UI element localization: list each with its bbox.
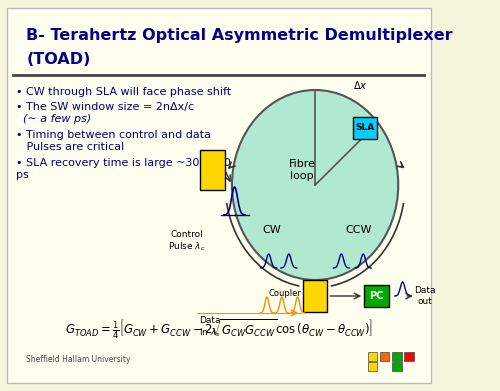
- Text: B- Terahertz Optical Asymmetric Demultiplexer: B- Terahertz Optical Asymmetric Demultip…: [26, 28, 453, 43]
- Bar: [353, 117, 378, 139]
- Text: • CW through SLA will face phase shift: • CW through SLA will face phase shift: [16, 87, 231, 97]
- Text: Pulses are critical: Pulses are critical: [16, 142, 124, 152]
- Text: (∼ a few ps): (∼ a few ps): [16, 114, 91, 124]
- Bar: [200, 150, 225, 190]
- Text: • SLA recovery time is large ~300 500: • SLA recovery time is large ~300 500: [16, 158, 231, 168]
- Bar: [380, 352, 390, 361]
- Text: SLA: SLA: [356, 124, 374, 133]
- Text: (TOAD): (TOAD): [26, 52, 90, 67]
- Bar: [368, 362, 377, 371]
- Text: CW: CW: [262, 225, 280, 235]
- Text: Sheffield Hallam University: Sheffield Hallam University: [26, 355, 131, 364]
- Text: ps: ps: [16, 170, 28, 180]
- Circle shape: [232, 90, 398, 280]
- Bar: [392, 352, 402, 361]
- Text: Data
In $\lambda_s$: Data In $\lambda_s$: [199, 316, 221, 339]
- Text: Data
out: Data out: [414, 286, 435, 306]
- Text: CCW: CCW: [346, 225, 372, 235]
- Text: PC: PC: [369, 291, 384, 301]
- Text: $\Delta x$: $\Delta x$: [354, 79, 368, 91]
- Text: • The SW window size = 2nΔx/c: • The SW window size = 2nΔx/c: [16, 102, 194, 112]
- Text: Fibre
loop: Fibre loop: [288, 159, 316, 181]
- Bar: [404, 352, 414, 361]
- Bar: [368, 352, 377, 361]
- Text: • Timing between control and data: • Timing between control and data: [16, 130, 211, 140]
- Bar: [392, 362, 402, 371]
- Bar: [364, 285, 388, 307]
- Text: $G_{TOAD} = \frac{1}{4}\left[G_{CW} + G_{CCW} - 2\sqrt{G_{CW}G_{CCW}}\cos\left(\: $G_{TOAD} = \frac{1}{4}\left[G_{CW} + G_…: [64, 318, 373, 341]
- Bar: [303, 280, 328, 312]
- Text: Control
Pulse $\lambda_c$: Control Pulse $\lambda_c$: [168, 230, 205, 253]
- Text: Coupler: Coupler: [268, 289, 301, 298]
